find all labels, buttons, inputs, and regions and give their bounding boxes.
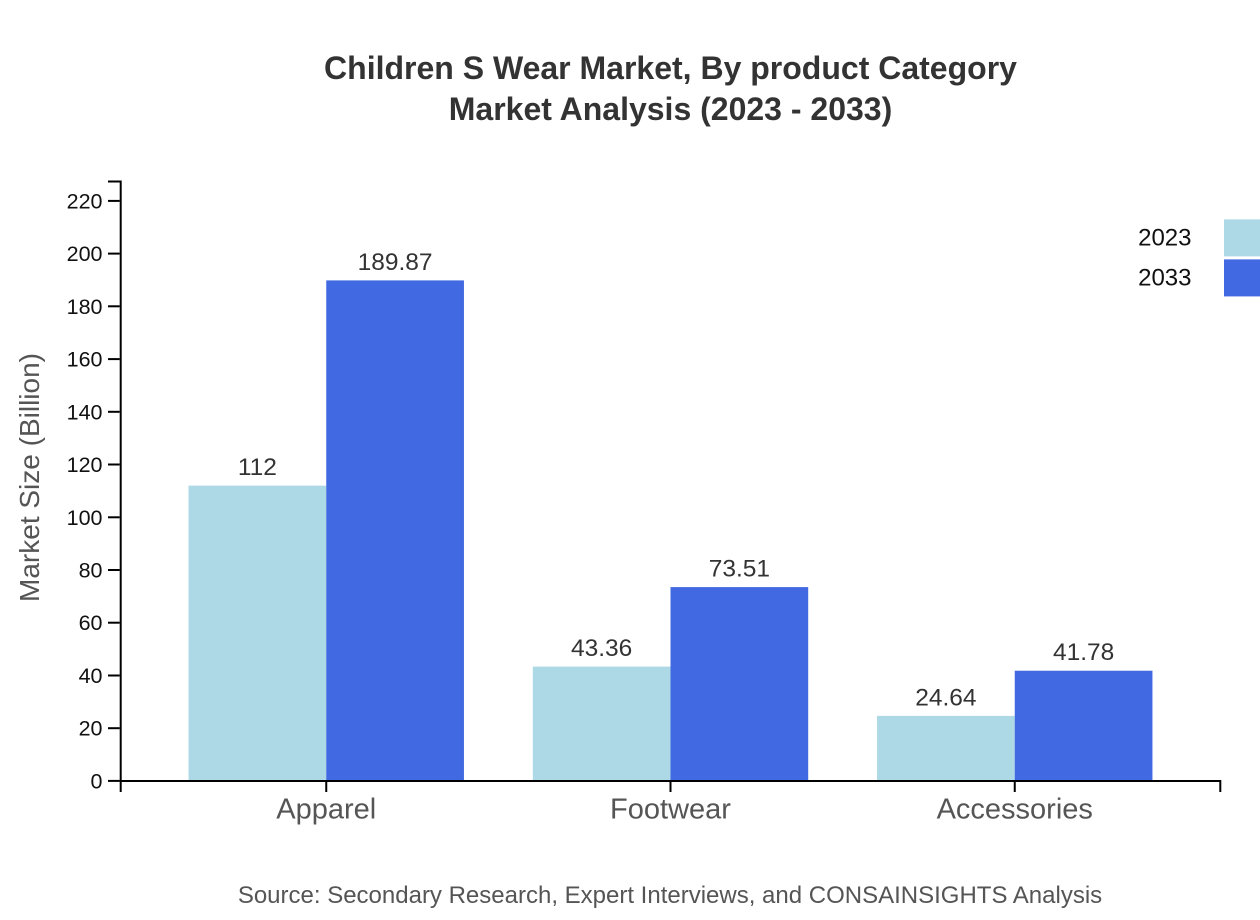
svg-text:Accessories: Accessories [937, 793, 1093, 825]
svg-text:160: 160 [67, 348, 103, 372]
svg-text:Children S Wear Market, By pro: Children S Wear Market, By product Categ… [324, 50, 1017, 86]
svg-text:Apparel: Apparel [276, 793, 376, 825]
svg-text:112: 112 [238, 454, 277, 481]
svg-text:2033: 2033 [1138, 264, 1191, 291]
svg-text:60: 60 [79, 611, 103, 635]
svg-text:220: 220 [67, 189, 103, 213]
svg-text:100: 100 [67, 506, 103, 530]
svg-text:0: 0 [91, 769, 103, 793]
svg-text:43.36: 43.36 [571, 635, 632, 662]
svg-text:41.78: 41.78 [1053, 639, 1114, 666]
svg-text:2023: 2023 [1138, 224, 1191, 251]
svg-text:80: 80 [79, 559, 103, 583]
svg-text:40: 40 [79, 664, 103, 688]
svg-text:Source: Secondary Research, Ex: Source: Secondary Research, Expert Inter… [238, 882, 1102, 909]
svg-text:Market Analysis (2023 - 2033): Market Analysis (2023 - 2033) [449, 91, 893, 127]
svg-text:189.87: 189.87 [358, 249, 433, 276]
svg-text:20: 20 [79, 717, 103, 741]
svg-text:24.64: 24.64 [915, 684, 976, 711]
svg-text:120: 120 [67, 453, 103, 477]
svg-text:Footwear: Footwear [610, 793, 731, 825]
svg-text:200: 200 [67, 242, 103, 266]
svg-text:Market Size (Billion): Market Size (Billion) [14, 353, 45, 602]
svg-text:140: 140 [67, 400, 103, 424]
svg-text:180: 180 [67, 295, 103, 319]
svg-text:73.51: 73.51 [709, 556, 770, 583]
